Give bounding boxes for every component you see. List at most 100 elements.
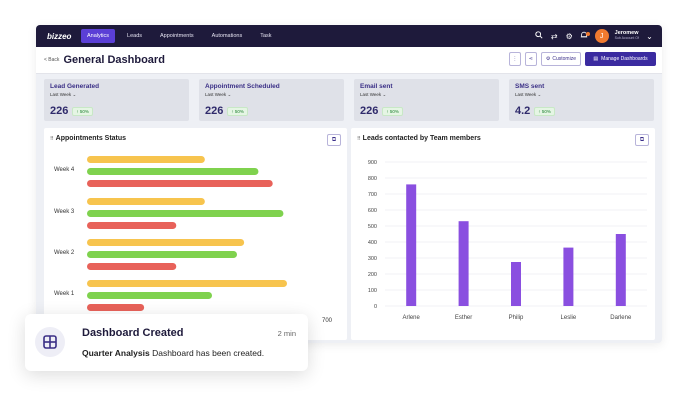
bar-week-3-red[interactable] [87, 222, 177, 229]
customize-button[interactable]: ⚙ Customize [540, 52, 581, 66]
stat-change-badge: ↑ 50% [534, 106, 555, 116]
bar-leslie[interactable] [563, 247, 574, 306]
toast-time: 2 min [277, 329, 296, 338]
chevron-down-icon[interactable]: ⌄ [646, 31, 653, 41]
bar-week-3-green[interactable] [87, 210, 284, 217]
top-navigation: bizzeo Analytics Leads Appointments Auto… [36, 25, 662, 47]
panel-title: ⠿ Appointments Status [50, 135, 126, 142]
stat-change-badge: ↑ 50% [72, 106, 93, 116]
toast-body: Quarter Analysis Dashboard has been crea… [82, 348, 264, 358]
stat-change-value: 50% [79, 108, 89, 114]
stat-card-lead-generated: Lead Generated Last Week ⌄ 226 ↑ 50% [44, 79, 189, 121]
y-tick-label: Week 4 [54, 167, 75, 173]
dashboard-grid-icon [35, 327, 65, 357]
y-tick-label: 600 [368, 208, 377, 214]
app-window: bizzeo Analytics Leads Appointments Auto… [36, 25, 662, 343]
bar-week-1-yellow[interactable] [87, 280, 287, 287]
stat-title: SMS sent [515, 83, 545, 90]
y-tick-label: Week 2 [54, 250, 75, 256]
stat-title: Email sent [360, 83, 393, 90]
drag-handle-icon[interactable]: ⠿ [357, 136, 361, 142]
nav-analytics[interactable]: Analytics [81, 29, 116, 43]
stat-period-dropdown[interactable]: Last Week ⌄ [50, 92, 77, 97]
stat-change-badge: ↑ 50% [382, 106, 403, 116]
manage-dashboards-button[interactable]: ▤ Manage Dashboards [585, 52, 656, 66]
stat-card-sms-sent: SMS sent Last Week ⌄ 4.2 ↑ 50% [509, 79, 654, 121]
search-icon[interactable] [535, 31, 544, 41]
toast-title: Dashboard Created [82, 327, 184, 339]
panel-title: ⠿ Leads contacted by Team members [357, 135, 481, 142]
bar-week-1-green[interactable] [87, 292, 212, 299]
appointments-status-chart: Week 4 Week 3 Week 2 Week 1 700 [54, 156, 333, 324]
bar-esther[interactable] [458, 221, 469, 306]
y-tick-label: 500 [368, 224, 377, 230]
bar-week-3-yellow[interactable] [87, 198, 205, 205]
bar-week-2-red[interactable] [87, 263, 177, 270]
bar-week-2-green[interactable] [87, 251, 237, 258]
leads-title: Leads contacted by Team members [362, 135, 481, 142]
stat-period-dropdown[interactable]: Last Week ⌄ [205, 92, 232, 97]
toast-body-text: Dashboard has been created. [152, 348, 265, 358]
stat-card-appointment-scheduled: Appointment Scheduled Last Week ⌄ 226 ↑ … [199, 79, 344, 121]
stat-period-label: Last Week [50, 92, 72, 97]
user-menu[interactable]: Jeromew Sub Account Of [615, 31, 639, 40]
manage-dashboards-label: Manage Dashboards [601, 56, 648, 62]
x-tick-label: Arlene [403, 315, 421, 321]
stat-title: Lead Generated [50, 83, 100, 90]
stat-value: 226 [360, 105, 379, 117]
share-icon: ⋖ [528, 56, 533, 62]
x-tick-label: Leslie [561, 315, 577, 321]
bar-week-4-yellow[interactable] [87, 156, 205, 163]
bar-arlene[interactable] [406, 184, 417, 306]
stat-period-label: Last Week [360, 92, 382, 97]
y-tick-label: 200 [368, 272, 377, 278]
avatar[interactable]: J [594, 29, 609, 43]
y-tick-label: Week 1 [54, 291, 75, 297]
customize-icon: ⚙ [545, 56, 551, 62]
bar-week-4-green[interactable] [87, 168, 259, 175]
bar-philip[interactable] [511, 262, 521, 306]
drag-handle-icon[interactable]: ⠿ [50, 136, 54, 142]
expand-panel-button[interactable]: ⧉ [327, 134, 341, 146]
leads-contacted-chart: 0 100 200 300 400 500 600 700 800 900 Arlene Esther… [368, 160, 647, 321]
gear-icon[interactable]: ⚙ [565, 31, 573, 41]
y-tick-label: 0 [374, 304, 377, 310]
stat-title: Appointment Scheduled [205, 83, 280, 90]
toast-notification[interactable]: Dashboard Created 2 min Quarter Analysis… [25, 314, 308, 371]
swap-icon[interactable]: ⇄ [550, 31, 558, 41]
bar-week-2-yellow[interactable] [87, 239, 245, 246]
bar-week-1-red[interactable] [87, 304, 145, 311]
share-button[interactable]: ⋖ [524, 52, 537, 66]
bar-week-4-red[interactable] [87, 180, 273, 187]
stat-period-dropdown[interactable]: Last Week ⌄ [515, 92, 542, 97]
stat-period-dropdown[interactable]: Last Week ⌄ [360, 92, 387, 97]
nav-task[interactable]: Task [260, 33, 272, 39]
nav-appointments[interactable]: Appointments [160, 33, 194, 39]
page-header: < Back General Dashboard ⋮ ⋖ ⚙ Customize … [36, 47, 662, 74]
nav-automations[interactable]: Automations [211, 33, 243, 39]
user-name: Jeromew [614, 30, 639, 37]
bar-darlene[interactable] [615, 234, 626, 306]
y-tick-label: 300 [368, 256, 377, 262]
external-link-icon: ⧉ [639, 136, 645, 143]
more-options-button[interactable]: ⋮ [508, 52, 521, 66]
y-tick-label: Week 3 [54, 209, 75, 215]
logo: bizzeo [47, 31, 72, 41]
nav-leads[interactable]: Leads [127, 33, 143, 39]
back-link[interactable]: < Back [44, 57, 60, 63]
toast-body-bold: Quarter Analysis [82, 348, 150, 358]
expand-panel-button[interactable]: ⧉ [635, 134, 649, 146]
x-tick-label: 700 [322, 318, 333, 324]
user-sub: Sub Account Of [614, 36, 639, 41]
appointments-title: Appointments Status [55, 135, 127, 142]
x-tick-label: Esther [455, 315, 472, 321]
page-title: General Dashboard [63, 54, 165, 66]
y-tick-label: 100 [368, 288, 377, 294]
leads-contacted-panel: ⠿ Leads contacted by Team members ⧉ 0 100 2… [351, 128, 655, 340]
stat-period-label: Last Week [205, 92, 227, 97]
stat-change-badge: ↑ 50% [227, 106, 248, 116]
stat-change-value: 50% [389, 108, 399, 114]
stat-period-label: Last Week [515, 92, 537, 97]
bell-icon[interactable] [580, 31, 590, 41]
dashboard-icon: ▤ [593, 56, 599, 62]
